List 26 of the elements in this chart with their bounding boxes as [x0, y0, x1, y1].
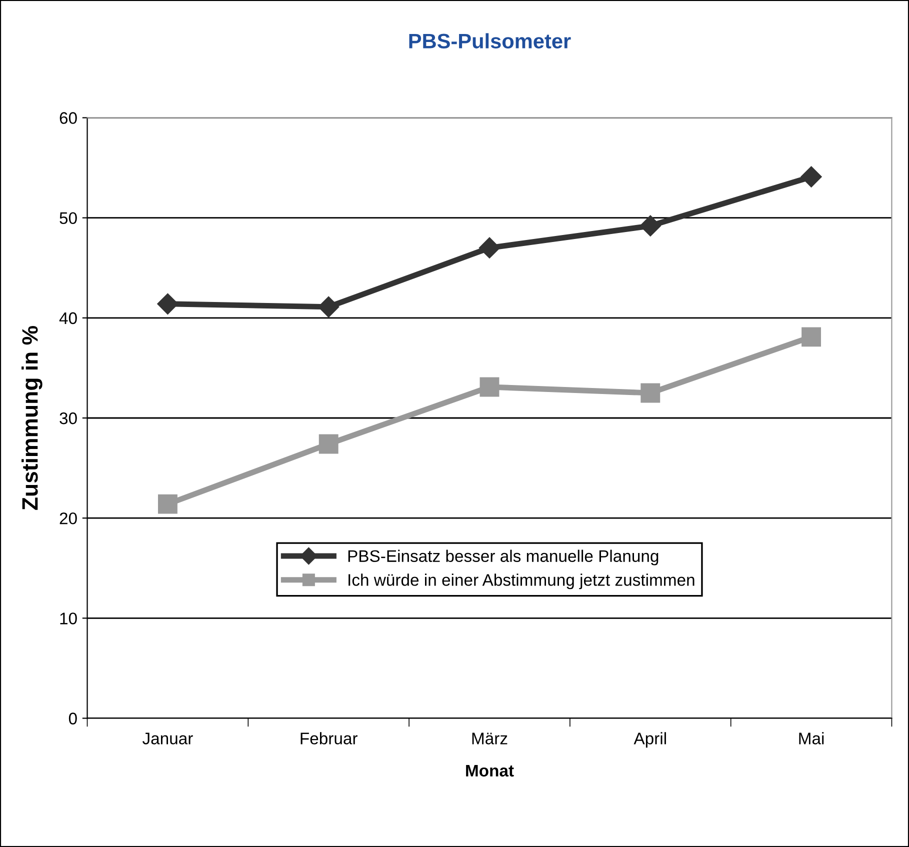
point [478, 237, 500, 258]
x-tick-label: März [472, 732, 508, 744]
point [318, 296, 340, 318]
y-tick-label: 40 [59, 312, 77, 324]
y-axis-title: Zustimmung in % [22, 326, 42, 510]
point [318, 434, 338, 454]
x-tick-label: April [634, 732, 666, 748]
point [158, 494, 178, 514]
point [802, 327, 822, 347]
point [640, 383, 660, 403]
point [640, 215, 661, 236]
chart-title: PBS-Pulsometer [409, 33, 571, 48]
y-tick-label: 60 [60, 112, 77, 124]
x-tick-label: Januar [142, 732, 193, 744]
y-tick-label: 10 [60, 612, 77, 624]
y-tick-label: 0 [68, 712, 77, 724]
y-tick-label: 30 [60, 412, 77, 424]
legend-label: Ich würde in einer Abstimmung jetzt zustimmen [348, 574, 694, 590]
y-tick-label: 50 [60, 212, 77, 224]
x-axis-title: Monat [466, 764, 514, 777]
x-tick-label: Mai [799, 732, 824, 744]
point [800, 166, 822, 188]
x-tick-label: Februar [300, 732, 358, 744]
y-tick-label: 20 [60, 512, 77, 524]
legend-label: PBS-Einsatz besser als manuelle Planung [348, 550, 658, 566]
point [480, 377, 500, 397]
